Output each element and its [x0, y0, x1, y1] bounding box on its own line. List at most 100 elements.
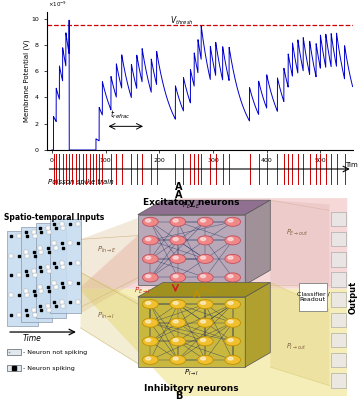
- Circle shape: [197, 217, 213, 226]
- Circle shape: [200, 219, 205, 222]
- Circle shape: [170, 236, 186, 245]
- Polygon shape: [50, 219, 81, 314]
- Text: $P_{I\rightarrow I}$: $P_{I\rightarrow I}$: [184, 368, 199, 378]
- Circle shape: [200, 256, 205, 259]
- FancyBboxPatch shape: [299, 282, 327, 312]
- Circle shape: [170, 217, 186, 226]
- Polygon shape: [36, 223, 66, 318]
- Bar: [331, 373, 346, 388]
- Text: $P_{E\rightarrow E}$: $P_{E\rightarrow E}$: [182, 201, 201, 212]
- Circle shape: [173, 256, 178, 259]
- Text: A: A: [175, 190, 183, 200]
- Text: Classifier /
Readout: Classifier / Readout: [296, 292, 329, 302]
- Bar: [331, 353, 346, 368]
- Circle shape: [142, 337, 158, 346]
- Circle shape: [173, 357, 178, 360]
- Text: $P_{In\rightarrow E}$: $P_{In\rightarrow E}$: [97, 245, 116, 255]
- Circle shape: [225, 300, 241, 309]
- Bar: [331, 333, 346, 347]
- Circle shape: [170, 337, 186, 346]
- Circle shape: [173, 320, 178, 323]
- Circle shape: [225, 318, 241, 327]
- Text: $P_{E\rightarrow I}$: $P_{E\rightarrow I}$: [134, 286, 150, 296]
- Circle shape: [200, 339, 205, 342]
- Bar: [7, 349, 21, 355]
- Circle shape: [142, 355, 158, 364]
- Bar: [331, 313, 346, 327]
- Bar: [331, 272, 346, 287]
- Circle shape: [142, 254, 158, 264]
- Text: $P_{I\rightarrow E}$: $P_{I\rightarrow E}$: [200, 286, 217, 296]
- Circle shape: [228, 302, 233, 304]
- Circle shape: [200, 238, 205, 240]
- Circle shape: [197, 300, 213, 309]
- Text: Spatio-temporal Inputs: Spatio-temporal Inputs: [4, 212, 104, 222]
- Text: B: B: [175, 391, 183, 400]
- Text: Inhibitory neurons: Inhibitory neurons: [144, 384, 239, 392]
- Circle shape: [228, 339, 233, 342]
- Circle shape: [225, 217, 241, 226]
- Polygon shape: [81, 218, 138, 314]
- Circle shape: [173, 302, 178, 304]
- Circle shape: [173, 219, 178, 222]
- Y-axis label: Membrane Potential (V): Membrane Potential (V): [23, 40, 30, 122]
- Circle shape: [200, 320, 205, 323]
- Polygon shape: [138, 282, 270, 297]
- Circle shape: [228, 320, 233, 323]
- Text: - Neuron not spiking: - Neuron not spiking: [23, 350, 87, 355]
- Polygon shape: [21, 227, 52, 322]
- Polygon shape: [81, 272, 138, 364]
- Polygon shape: [138, 297, 245, 367]
- Text: Time: Time: [344, 162, 358, 168]
- Bar: [331, 212, 346, 226]
- Text: $t_{refrac}$: $t_{refrac}$: [110, 108, 131, 121]
- Circle shape: [142, 300, 158, 309]
- Bar: [331, 232, 346, 246]
- Text: Time: Time: [23, 334, 42, 343]
- Circle shape: [146, 275, 151, 278]
- Circle shape: [170, 355, 186, 364]
- Circle shape: [146, 302, 151, 304]
- Circle shape: [173, 339, 178, 342]
- Text: $\times 10^{-9}$: $\times 10^{-9}$: [48, 0, 67, 9]
- Circle shape: [170, 318, 186, 327]
- Circle shape: [225, 273, 241, 282]
- Text: $P_{I\rightarrow out}$: $P_{I\rightarrow out}$: [286, 342, 307, 352]
- Text: $P_{In\rightarrow I}$: $P_{In\rightarrow I}$: [97, 310, 115, 321]
- Circle shape: [228, 238, 233, 240]
- Text: Poisson spike train: Poisson spike train: [48, 178, 113, 184]
- Circle shape: [228, 256, 233, 259]
- Polygon shape: [270, 282, 329, 386]
- Circle shape: [197, 254, 213, 264]
- Circle shape: [197, 318, 213, 327]
- Circle shape: [170, 273, 186, 282]
- Bar: [331, 252, 346, 266]
- Circle shape: [142, 236, 158, 245]
- Circle shape: [146, 357, 151, 360]
- Circle shape: [142, 318, 158, 327]
- Polygon shape: [79, 289, 347, 396]
- Circle shape: [228, 219, 233, 222]
- Polygon shape: [138, 214, 245, 285]
- Polygon shape: [79, 198, 347, 289]
- Circle shape: [225, 254, 241, 264]
- Circle shape: [142, 273, 158, 282]
- Polygon shape: [7, 231, 38, 326]
- Circle shape: [225, 355, 241, 364]
- Circle shape: [146, 339, 151, 342]
- Circle shape: [146, 238, 151, 240]
- Circle shape: [170, 254, 186, 264]
- Polygon shape: [270, 200, 329, 285]
- Text: Output: Output: [348, 280, 357, 314]
- Text: Excitatory neurons: Excitatory neurons: [143, 198, 240, 207]
- Polygon shape: [245, 282, 270, 367]
- Circle shape: [146, 256, 151, 259]
- Circle shape: [170, 300, 186, 309]
- Circle shape: [197, 355, 213, 364]
- Circle shape: [146, 219, 151, 222]
- Text: $P_{E\rightarrow out}$: $P_{E\rightarrow out}$: [286, 228, 309, 238]
- Circle shape: [200, 302, 205, 304]
- Text: $V_{thresh}$: $V_{thresh}$: [170, 14, 194, 27]
- Circle shape: [225, 337, 241, 346]
- Circle shape: [197, 273, 213, 282]
